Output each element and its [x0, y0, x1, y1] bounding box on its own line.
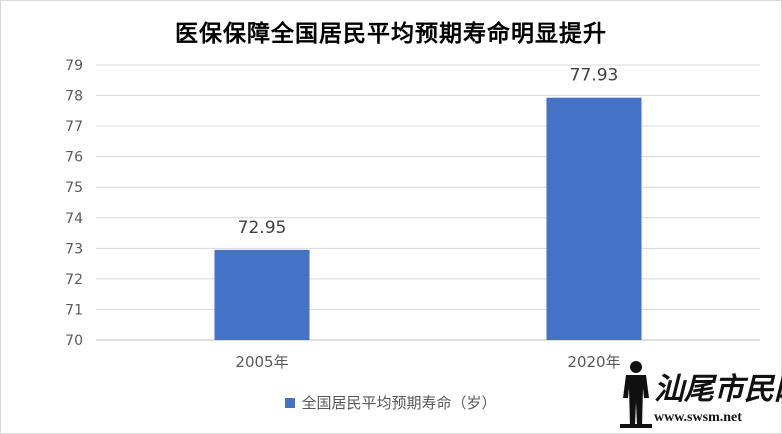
watermark: 汕尾市民网 www.swsm.net	[614, 358, 782, 434]
y-tick-label: 73	[65, 241, 83, 257]
legend: 全国居民平均预期寿命（岁）	[0, 392, 782, 413]
x-tick-label: 2020年	[567, 353, 620, 371]
bar	[214, 249, 310, 340]
y-tick-label: 71	[65, 302, 83, 318]
chart-title: 医保保障全国居民平均预期寿命明显提升	[175, 21, 607, 47]
y-tick-label: 76	[65, 150, 83, 166]
watermark-logo-text: 汕尾市民网	[654, 372, 782, 407]
x-tick-label: 2005年	[235, 353, 288, 371]
data-label: 72.95	[238, 218, 287, 238]
y-tick-label: 78	[65, 89, 83, 105]
y-tick-label: 79	[65, 58, 83, 74]
y-tick-label: 70	[65, 333, 83, 349]
data-label: 77.93	[570, 66, 619, 86]
y-tick-label: 77	[65, 119, 83, 135]
y-tick-label: 72	[65, 272, 83, 288]
bar	[546, 97, 642, 340]
person-silhouette-icon	[620, 361, 652, 428]
legend-swatch	[285, 397, 296, 408]
watermark-url: www.swsm.net	[654, 410, 742, 425]
legend-label: 全国居民平均预期寿命（岁）	[301, 394, 497, 412]
y-tick-label: 74	[65, 211, 83, 227]
y-tick-label: 75	[65, 180, 83, 196]
